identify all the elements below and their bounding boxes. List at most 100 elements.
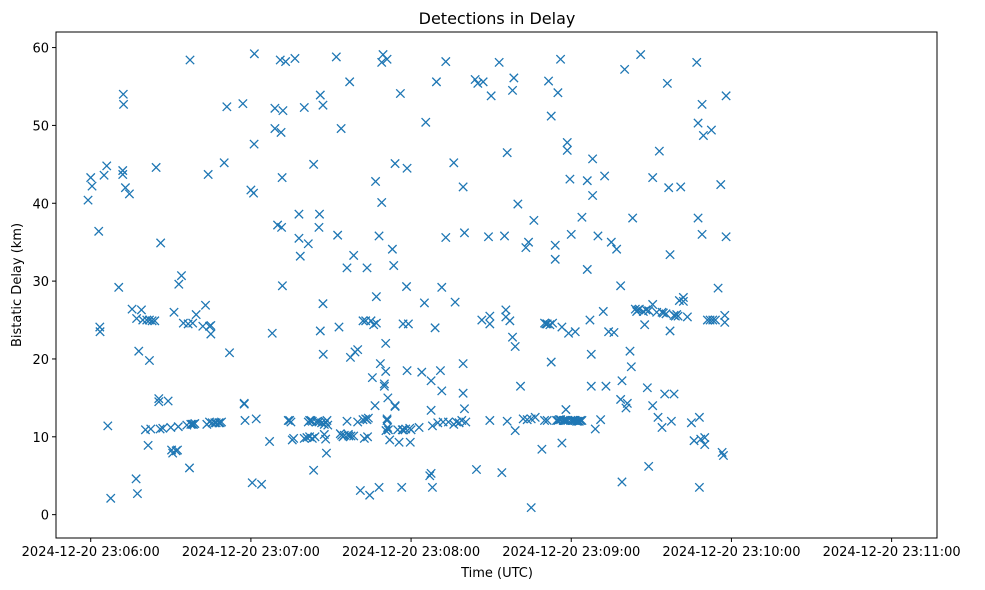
data-point (617, 376, 627, 386)
data-point (369, 320, 379, 330)
data-point (417, 367, 427, 377)
data-point (666, 416, 677, 426)
data-point (94, 226, 104, 236)
data-point (332, 230, 343, 240)
data-point (397, 482, 407, 493)
data-point (562, 145, 572, 155)
data-point (471, 464, 482, 475)
data-point (363, 413, 374, 423)
data-point (676, 182, 686, 192)
data-point (644, 306, 654, 316)
data-point (405, 437, 415, 447)
data-point (507, 332, 518, 342)
data-point (318, 349, 328, 359)
data-point (389, 260, 399, 271)
data-point (550, 240, 560, 250)
data-point (336, 123, 346, 134)
data-point (718, 450, 729, 461)
data-point (355, 485, 366, 496)
data-point (502, 416, 512, 426)
data-point (414, 422, 424, 433)
data-point (321, 448, 332, 458)
y-tick-label: 40 (32, 197, 49, 212)
data-point (214, 418, 224, 428)
data-point (118, 169, 128, 180)
x-tick-label: 2024-12-20 23:07:00 (182, 545, 320, 560)
data-point (353, 417, 363, 427)
data-point (595, 415, 606, 425)
data-point (565, 174, 575, 184)
data-point (700, 439, 710, 450)
data-point (307, 433, 317, 444)
data-point (406, 425, 416, 435)
data-point (654, 146, 665, 156)
data-point (174, 279, 184, 289)
data-point (185, 55, 195, 65)
data-point (267, 328, 277, 338)
data-point (606, 237, 616, 247)
data-point (697, 99, 707, 110)
x-axis-label: Time (UTC) (460, 566, 533, 581)
data-point (694, 482, 705, 493)
data-point (303, 239, 313, 249)
data-point (314, 222, 324, 233)
data-point (158, 423, 168, 433)
data-point (102, 161, 112, 171)
data-point (383, 393, 393, 403)
data-point (288, 433, 299, 444)
data-point (450, 297, 460, 307)
data-point (459, 404, 470, 414)
data-point (275, 55, 285, 65)
y-axis: 0 10 20 30 40 50 60 (32, 42, 56, 524)
data-point (648, 172, 658, 183)
data-point (627, 213, 638, 223)
data-point (371, 292, 382, 302)
x-tick-label: 2024-12-20 23:09:00 (502, 545, 640, 560)
data-point (494, 57, 504, 68)
data-point (626, 362, 636, 372)
data-point (382, 54, 392, 64)
data-point (458, 358, 468, 369)
data-point (295, 251, 305, 261)
data-point (537, 444, 547, 454)
data-point (176, 270, 187, 281)
data-point (451, 417, 462, 427)
data-point (485, 415, 495, 426)
y-tick-label: 50 (32, 119, 49, 134)
data-point (342, 416, 352, 426)
data-point (299, 102, 309, 113)
data-point (375, 358, 386, 369)
plot-frame (55, 31, 938, 539)
data-point (686, 418, 697, 428)
data-point (200, 300, 211, 310)
data-point (106, 493, 116, 503)
data-point (206, 320, 216, 331)
data-point (318, 299, 328, 309)
data-point (374, 231, 384, 241)
data-point (598, 306, 608, 317)
data-point (661, 309, 671, 319)
data-point (87, 181, 97, 191)
y-tick-label: 10 (32, 431, 49, 446)
data-point (721, 232, 731, 242)
data-point (315, 326, 325, 336)
data-point (222, 102, 232, 112)
data-point (151, 162, 161, 173)
data-point (134, 346, 144, 356)
data-point (441, 56, 451, 67)
data-point (365, 490, 375, 500)
data-point (435, 365, 446, 376)
data-point (716, 179, 726, 190)
data-point (120, 183, 131, 193)
data-point (657, 422, 667, 433)
data-point (264, 436, 275, 447)
data-point (499, 231, 510, 241)
data-point (570, 327, 580, 337)
data-point (256, 479, 267, 489)
data-point (251, 414, 261, 424)
data-point (510, 341, 520, 352)
data-point (582, 264, 592, 275)
data-point (382, 414, 392, 424)
data-point (669, 389, 679, 399)
data-point (662, 78, 673, 89)
